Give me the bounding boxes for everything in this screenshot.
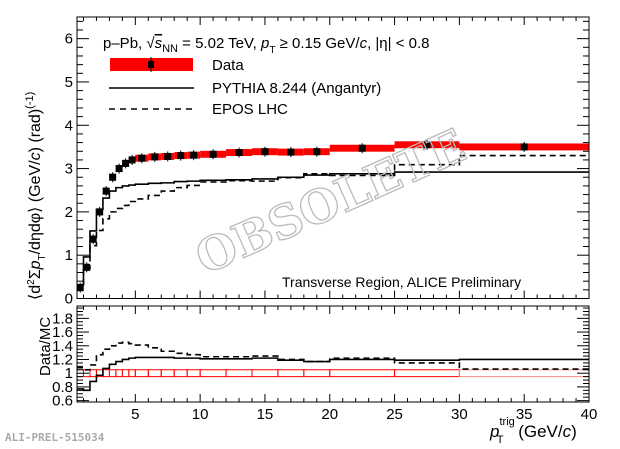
- ratio-y-tick-label: 1.4: [52, 338, 73, 355]
- main-y-tick-label: 4: [65, 117, 73, 134]
- obsolete-watermark: OBSOLETE: [188, 118, 474, 285]
- data-point: [122, 159, 130, 167]
- ratio-y-tick-label: 0.6: [52, 393, 73, 410]
- main-panel: 0 1 2 3 4 5 6: [65, 16, 590, 308]
- y-axis-label: ⟨d2ΣpT/dηdφ⟩ (GeV/c) (rad)(-1): [24, 92, 48, 300]
- data-point: [177, 152, 185, 160]
- ratio-y-axis-label: Data/MC: [37, 317, 54, 376]
- x-axis-label: ptrig T (GeV/c): [489, 416, 577, 446]
- ratio-syst-box: [225, 369, 253, 378]
- ratio-syst-box: [458, 369, 590, 378]
- main-y-tick-label: 1: [65, 247, 73, 264]
- x-tick-label: 40: [581, 406, 598, 423]
- ratio-syst-box: [108, 369, 117, 378]
- data-point: [102, 187, 110, 195]
- ratio-panel: 0.60.811.21.41.61.8 5 10 15 20 25 30 35 40: [52, 305, 598, 423]
- data-point: [287, 148, 295, 156]
- ratio-frame: [76, 305, 590, 403]
- ratio-syst-box: [134, 369, 149, 378]
- data-point: [235, 149, 243, 157]
- data-point: [209, 150, 217, 158]
- main-y-tick-label: 5: [65, 74, 73, 91]
- ratio-syst-box: [173, 369, 188, 378]
- ratio-syst-box: [186, 369, 201, 378]
- ratio-syst-box: [121, 369, 130, 378]
- legend: Data PYTHIA 8.244 (Angantyr) EPOS LHC: [109, 57, 381, 118]
- data-point: [313, 148, 321, 156]
- data-point: [261, 148, 269, 156]
- x-tick-label: 30: [451, 406, 468, 423]
- ratio-syst-box: [303, 369, 331, 378]
- annotation-text: Transverse Region, ALICE Preliminary: [282, 274, 521, 290]
- x-tick-label: 15: [257, 406, 274, 423]
- ratio-syst-box: [160, 369, 175, 378]
- ratio-syst-box: [128, 369, 136, 378]
- data-point: [520, 143, 528, 151]
- main-y-tick-label: 3: [65, 161, 73, 178]
- x-tick-label: 35: [516, 406, 533, 423]
- x-tick-label: 25: [386, 406, 403, 423]
- pythia-ratio-curve: [77, 356, 589, 392]
- data-point: [83, 263, 91, 271]
- figure-id: ALI-PREL-515034: [5, 431, 105, 444]
- data-point: [115, 165, 123, 173]
- ratio-syst-box: [102, 369, 110, 378]
- ratio-y-tick-label: 0.8: [52, 379, 73, 396]
- legend-label-pythia: PYTHIA 8.244 (Angantyr): [212, 80, 381, 97]
- ratio-syst-box: [251, 369, 279, 378]
- data-point: [164, 152, 172, 160]
- plot-title: p–Pb, √sNN = 5.02 TeV, pT ≥ 0.15 GeV/c, …: [103, 35, 430, 56]
- main-frame: [76, 16, 590, 299]
- ratio-syst-box: [89, 369, 97, 378]
- data-point: [96, 208, 104, 216]
- legend-label-epos: EPOS LHC: [212, 101, 288, 118]
- ratio-syst-box: [199, 369, 227, 378]
- main-y-tick-label: 2: [65, 204, 73, 221]
- legend-label-data: Data: [212, 57, 244, 74]
- data-point: [109, 173, 117, 181]
- ratio-syst-box: [147, 369, 162, 378]
- x-tick-label: 5: [131, 406, 139, 423]
- data-point: [151, 153, 159, 161]
- main-y-tick-label: 6: [65, 31, 73, 48]
- main-y-tick-label: 0: [65, 291, 73, 308]
- x-tick-label: 20: [321, 406, 338, 423]
- data-point: [128, 156, 136, 164]
- data-point: [76, 284, 84, 292]
- data-point: [358, 144, 366, 152]
- data-point: [138, 154, 146, 162]
- ratio-syst-box: [394, 369, 460, 378]
- ratio-y-tick-label: 1.6: [52, 324, 73, 341]
- x-tick-label: 10: [192, 406, 209, 423]
- data-point: [423, 141, 431, 149]
- ratio-syst-box: [329, 369, 396, 378]
- data-point: [190, 151, 198, 159]
- ratio-y-tick-label: 1: [65, 365, 73, 382]
- ratio-y-tick-label: 1.2: [52, 351, 73, 368]
- ratio-syst-box: [277, 369, 305, 378]
- ratio-y-tick-label: 1.8: [52, 310, 73, 327]
- data-point: [89, 235, 97, 243]
- ratio-syst-box: [115, 369, 123, 378]
- epos-curve: [77, 154, 589, 290]
- epos-ratio-curve: [77, 341, 589, 371]
